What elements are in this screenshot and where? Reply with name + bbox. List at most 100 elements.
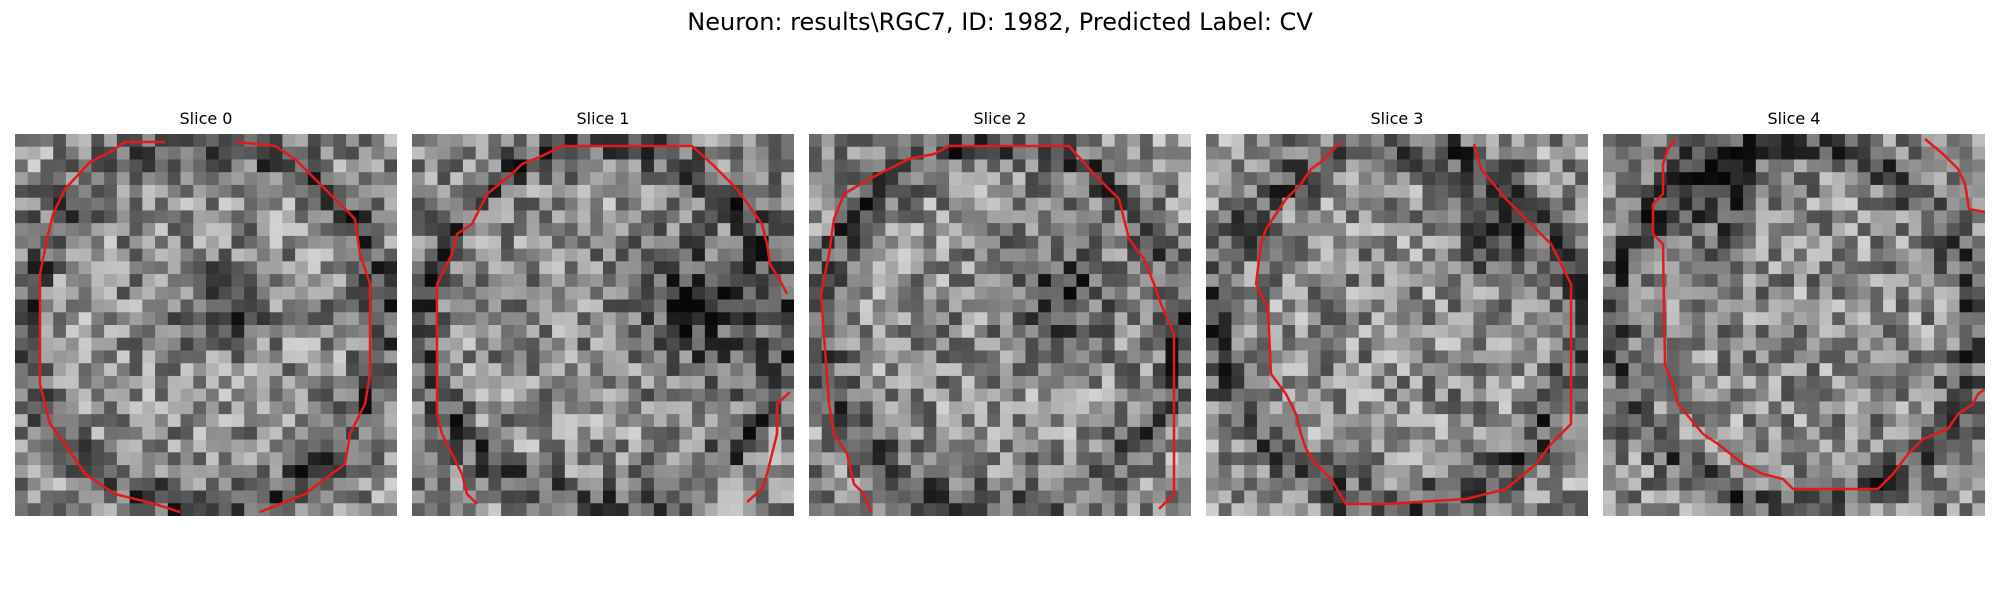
pixel (1231, 452, 1244, 465)
pixel (1372, 134, 1385, 147)
pixel (1435, 300, 1448, 313)
pixel (437, 159, 450, 172)
pixel (1896, 172, 1909, 185)
pixel (1102, 134, 1115, 147)
pixel (1563, 491, 1576, 504)
pixel (962, 465, 975, 478)
pixel (1025, 338, 1038, 351)
pixel (1372, 236, 1385, 249)
pixel (1628, 172, 1641, 185)
pixel (1064, 401, 1077, 414)
pixel (168, 414, 181, 427)
pixel (975, 414, 988, 427)
pixel (1473, 440, 1486, 453)
pixel (501, 249, 514, 262)
pixel (1435, 414, 1448, 427)
pixel (1448, 147, 1461, 160)
pixel (117, 363, 130, 376)
pixel (987, 478, 1000, 491)
pixel (282, 223, 295, 236)
pixel (1000, 249, 1013, 262)
pixel (1909, 491, 1922, 504)
pixel (1076, 300, 1089, 313)
pixel (1603, 350, 1616, 363)
pixel (743, 452, 756, 465)
pixel (476, 312, 489, 325)
pixel (590, 185, 603, 198)
pixel (40, 350, 53, 363)
pixel (1372, 287, 1385, 300)
pixel (1563, 363, 1576, 376)
pixel (1921, 389, 1934, 402)
pixel (384, 300, 397, 313)
pixel (1244, 491, 1257, 504)
pixel (1679, 300, 1692, 313)
pixel (66, 350, 79, 363)
pixel (372, 159, 385, 172)
pixel (1730, 427, 1743, 440)
pixel (1244, 198, 1257, 211)
pixel (1934, 274, 1947, 287)
pixel (552, 363, 565, 376)
pixel (321, 274, 334, 287)
pixel (333, 236, 346, 249)
pixel (28, 427, 41, 440)
pixel (552, 401, 565, 414)
pixel (1219, 503, 1232, 516)
pixel (219, 452, 232, 465)
pixel (641, 414, 654, 427)
pixel (117, 185, 130, 198)
pixel (873, 427, 886, 440)
pixel (15, 401, 28, 414)
pixel (1115, 172, 1128, 185)
pixel (384, 312, 397, 325)
pixel (488, 440, 501, 453)
pixel (15, 134, 28, 147)
pixel (1153, 147, 1166, 160)
slice-image-3 (1206, 134, 1588, 516)
pixel (425, 503, 438, 516)
pixel (809, 325, 822, 338)
pixel (1178, 147, 1191, 160)
pixel (1563, 350, 1576, 363)
pixel (1231, 312, 1244, 325)
pixel (1960, 287, 1973, 300)
pixel (155, 414, 168, 427)
pixel (1972, 236, 1985, 249)
pixel (1384, 376, 1397, 389)
pixel (1921, 147, 1934, 160)
pixel (527, 363, 540, 376)
pixel (565, 491, 578, 504)
pixel (1051, 338, 1064, 351)
pixel (628, 312, 641, 325)
pixel (231, 363, 244, 376)
pixel (1858, 236, 1871, 249)
pixel (936, 261, 949, 274)
pixel (142, 134, 155, 147)
pixel (873, 185, 886, 198)
pixel (936, 350, 949, 363)
pixel (66, 210, 79, 223)
pixel (463, 363, 476, 376)
pixel (219, 172, 232, 185)
pixel (168, 147, 181, 160)
pixel (565, 503, 578, 516)
pixel (53, 312, 66, 325)
pixel (1178, 159, 1191, 172)
pixel (1807, 198, 1820, 211)
pixel (1422, 389, 1435, 402)
pixel (1794, 376, 1807, 389)
pixel (66, 427, 79, 440)
pixel (501, 147, 514, 160)
pixel (1832, 249, 1845, 262)
pixel (1244, 389, 1257, 402)
pixel (1921, 401, 1934, 414)
pixel (53, 236, 66, 249)
pixel (1679, 223, 1692, 236)
pixel (412, 452, 425, 465)
pixel (1461, 287, 1474, 300)
pixel (987, 198, 1000, 211)
pixel (384, 185, 397, 198)
pixel (1550, 414, 1563, 427)
pixel (1231, 198, 1244, 211)
